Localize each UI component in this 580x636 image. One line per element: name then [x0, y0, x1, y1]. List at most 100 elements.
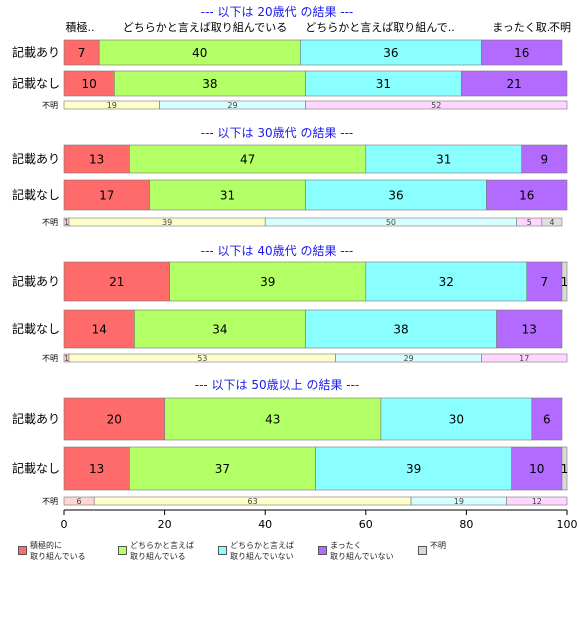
bar-segment [526, 261, 563, 302]
data-label: 5 [527, 218, 532, 227]
data-label: 7 [541, 275, 549, 289]
legend-label: まったく 取り組んでいない [330, 541, 394, 561]
bar-segment [506, 496, 568, 506]
bar-segment [129, 446, 316, 491]
x-tick-label: 60 [359, 518, 373, 531]
bar-segment [305, 179, 487, 211]
bar-segment [63, 261, 170, 302]
x-tick-label: 40 [258, 518, 272, 531]
data-label: 13 [89, 462, 104, 476]
row-label: 記載あり [12, 45, 60, 60]
bar-segment [300, 39, 482, 66]
data-label: 53 [197, 354, 207, 363]
bar-segment [169, 261, 367, 302]
data-label: 39 [406, 462, 421, 476]
x-tick-label: 100 [557, 518, 578, 531]
row-label: 記載あり [12, 151, 60, 166]
data-label: 1 [561, 275, 569, 289]
legend-label: どちらかと言えば 取り組んでいる [130, 541, 194, 561]
data-label: 17 [519, 354, 529, 363]
data-label: 16 [514, 46, 529, 60]
bar-segment [305, 100, 568, 110]
panel-title: --- 以下は 40歳代 の結果 --- [201, 244, 354, 258]
row-label: 不明 [42, 101, 58, 110]
bar-segment [129, 144, 367, 174]
data-label: 7 [78, 46, 86, 60]
bar-segment [541, 217, 563, 227]
bar-segment [561, 446, 568, 491]
data-label: 29 [227, 101, 237, 110]
data-label: 39 [260, 275, 275, 289]
data-label: 9 [541, 153, 549, 167]
data-label: 10 [529, 462, 544, 476]
data-label: 12 [532, 497, 542, 506]
bar-segment [561, 261, 568, 302]
data-label: 36 [383, 46, 398, 60]
column-header: どちらかと言えば取り組んでいる [123, 21, 287, 34]
data-label: 31 [376, 77, 391, 91]
data-label: 47 [240, 153, 255, 167]
stacked-bar-chart: 積極.. どちらかと言えば取り組んでいる どちらかと言えば取り組んで.. まったく取.… [12, 5, 578, 531]
bar-segment [531, 397, 563, 441]
panel-title: --- 以下は 30歳代 の結果 --- [201, 126, 354, 140]
data-label: 13 [522, 323, 537, 337]
row-label: 記載なし [12, 76, 60, 91]
data-label: 14 [92, 323, 107, 337]
data-label: 38 [393, 323, 408, 337]
row-label: 不明 [42, 497, 58, 506]
panel-title: --- 以下は 50歳以上 の結果 --- [195, 378, 360, 392]
row-label: 記載あり [12, 411, 60, 426]
data-label: 13 [89, 153, 104, 167]
bar-segment [496, 309, 563, 349]
bar-segment [63, 70, 115, 97]
row-label: 記載なし [12, 321, 60, 336]
data-label: 39 [162, 218, 172, 227]
column-header: どちらかと言えば取り組んで.. [305, 21, 454, 34]
legend-swatch [318, 546, 327, 555]
x-tick-label: 20 [158, 518, 172, 531]
data-label: 40 [192, 46, 207, 60]
column-header: 積極.. [66, 20, 95, 34]
bar-segment [98, 39, 301, 66]
data-label: 10 [82, 77, 97, 91]
row-label: 不明 [42, 218, 58, 227]
data-label: 32 [439, 275, 454, 289]
data-label: 21 [109, 275, 124, 289]
data-label: 38 [202, 77, 217, 91]
data-label: 36 [388, 189, 403, 203]
data-label: 52 [431, 101, 441, 110]
data-label: 50 [386, 218, 396, 227]
bar-segment [305, 70, 462, 97]
data-label: 1 [64, 218, 69, 227]
x-tick-label: 0 [61, 518, 68, 531]
bar-segment [486, 179, 568, 211]
data-label: 20 [107, 413, 122, 427]
panel-title: --- 以下は 20歳代 の結果 --- [201, 5, 354, 19]
row-label: 記載なし [12, 461, 60, 476]
bar-segment [365, 144, 523, 174]
data-label: 4 [549, 218, 554, 227]
bar-segment [114, 70, 306, 97]
data-label: 6 [543, 413, 551, 427]
data-label: 19 [107, 101, 117, 110]
bar-segment [63, 446, 130, 491]
bar-segment [461, 70, 568, 97]
data-label: 1 [64, 354, 69, 363]
legend-label: どちらかと言えば 取り組んでいない [230, 541, 294, 561]
data-label: 16 [519, 189, 534, 203]
legend-label: 積極的に 取り組んでいる [30, 541, 86, 561]
data-label: 29 [403, 354, 413, 363]
data-label: 1 [561, 462, 569, 476]
bar-segment [149, 179, 306, 211]
data-label: 34 [212, 323, 227, 337]
data-label: 6 [77, 497, 82, 506]
bar-segment [521, 144, 568, 174]
bar-segment [164, 397, 382, 441]
x-tick-label: 80 [459, 518, 473, 531]
data-label: 30 [449, 413, 464, 427]
legend-swatch [418, 546, 427, 555]
bar-segment [481, 353, 568, 363]
data-label: 63 [248, 497, 258, 506]
bar-segment [63, 144, 130, 174]
